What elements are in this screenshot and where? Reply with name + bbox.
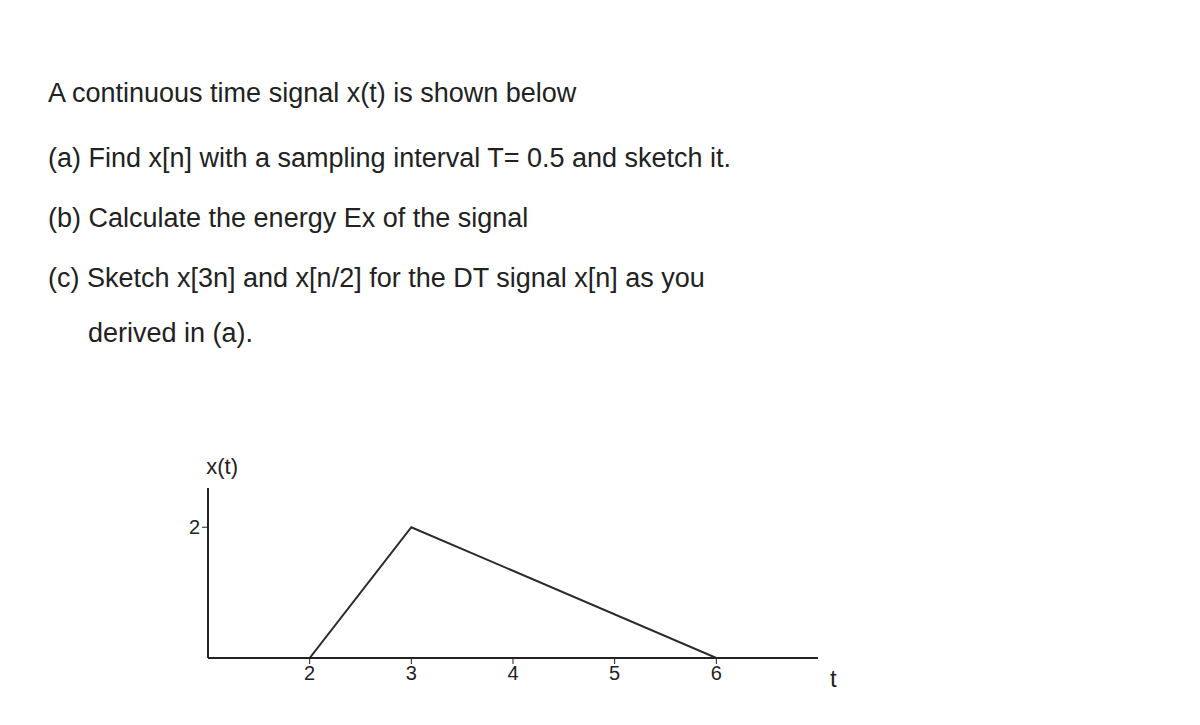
html-text:derived in (a).: derived in (a). [88,318,254,348]
html-text:(b) Calculate the energy Ex of: (b) Calculate the energy Ex of the signa… [48,203,529,233]
svg-text:2: 2 [189,516,200,538]
html-text:(c) Sketch x[3n] and x[n/2] fo: (c) Sketch x[3n] and x[n/2] for the DT s… [48,263,705,293]
svg-text:6: 6 [711,662,722,684]
svg-text:4: 4 [507,662,518,684]
svg-text:x(t): x(t) [206,454,238,479]
html-text:A continuous time signal x(t): A continuous time signal x(t) is shown b… [48,78,577,108]
html-text:(a) Find x[n] with a sampling: (a) Find x[n] with a sampling interval T… [48,143,732,173]
svg-text:2: 2 [304,662,315,684]
svg-text:5: 5 [609,662,620,684]
svg-text:t: t [830,665,837,692]
svg-text:3: 3 [406,662,417,684]
